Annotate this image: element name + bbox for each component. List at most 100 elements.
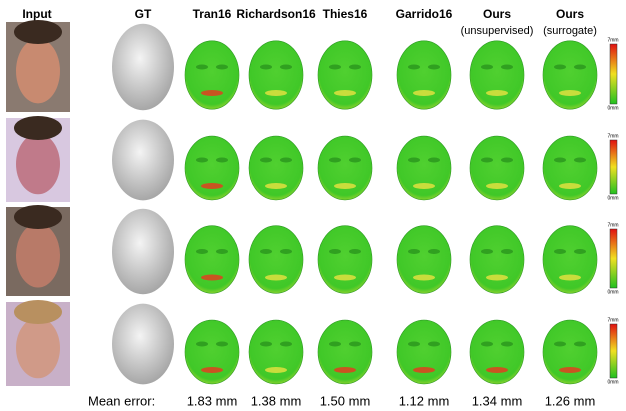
eye <box>481 65 493 70</box>
error-map <box>249 41 303 109</box>
eye <box>481 342 493 347</box>
error-map <box>185 320 239 384</box>
eye <box>329 249 341 254</box>
error-map <box>185 136 239 200</box>
error-map <box>470 226 524 294</box>
mean-error-value: 1.34 mm <box>472 393 523 408</box>
mouth <box>334 275 356 281</box>
face-map <box>397 136 451 200</box>
eye <box>216 158 228 163</box>
column-header: Richardson16 <box>236 7 316 21</box>
eye <box>554 342 566 347</box>
error-map <box>249 226 303 294</box>
mouth <box>413 90 435 96</box>
eye <box>349 249 361 254</box>
mouth <box>334 90 356 96</box>
column-header: Thies16 <box>323 7 368 21</box>
face-map <box>543 136 597 200</box>
colorbar-min: 0mm <box>607 379 618 385</box>
error-map <box>543 136 597 200</box>
face-map <box>470 136 524 200</box>
column-header: Ours <box>483 7 511 21</box>
face-map <box>318 136 372 200</box>
column-header: Ours <box>556 7 584 21</box>
eye <box>428 158 440 163</box>
mouth <box>559 367 581 373</box>
error-map <box>397 136 451 200</box>
colorbar-min: 0mm <box>607 105 618 111</box>
error-map <box>397 226 451 294</box>
colorbar-max: 7mm <box>607 222 618 228</box>
eye <box>428 249 440 254</box>
mouth <box>559 183 581 189</box>
eye <box>260 158 272 163</box>
face-map <box>543 320 597 384</box>
eye <box>260 65 272 70</box>
face-map <box>185 41 239 109</box>
column-subheader: (surrogate) <box>543 25 597 37</box>
colorbar <box>610 140 617 194</box>
eye <box>260 249 272 254</box>
error-map <box>318 320 372 384</box>
column-header: GT <box>135 7 152 21</box>
eye <box>216 249 228 254</box>
mouth <box>486 90 508 96</box>
photo-hair <box>14 205 62 229</box>
eye <box>501 158 513 163</box>
mean-error-value: 1.50 mm <box>320 393 371 408</box>
mouth <box>265 367 287 373</box>
mouth <box>559 275 581 281</box>
face-map <box>249 136 303 200</box>
face-map <box>249 226 303 294</box>
error-map <box>249 136 303 200</box>
face-map <box>185 320 239 384</box>
photo-face <box>16 223 60 287</box>
face-map <box>397 41 451 109</box>
mouth <box>486 183 508 189</box>
eye <box>280 249 292 254</box>
photo-face <box>16 318 60 378</box>
colorbar-max: 7mm <box>607 133 618 139</box>
mouth <box>201 275 223 281</box>
error-map <box>318 136 372 200</box>
photo-hair <box>14 116 62 140</box>
eye <box>574 158 586 163</box>
photo-face <box>16 134 60 194</box>
error-map <box>470 320 524 384</box>
figure: InputGTTran16Richardson16Thies16Garrido1… <box>0 0 626 411</box>
error-map <box>543 41 597 109</box>
eye <box>196 342 208 347</box>
eye <box>574 65 586 70</box>
column-header: Garrido16 <box>396 7 453 21</box>
error-map <box>318 226 372 294</box>
eye <box>349 158 361 163</box>
eye <box>408 65 420 70</box>
eye <box>428 342 440 347</box>
eye <box>554 65 566 70</box>
error-map <box>543 320 597 384</box>
colorbar-max: 7mm <box>607 37 618 43</box>
mouth <box>265 90 287 96</box>
face-map <box>249 320 303 384</box>
face-map <box>185 136 239 200</box>
face-map <box>397 320 451 384</box>
eye <box>574 249 586 254</box>
mean-error-label: Mean error: <box>88 393 155 408</box>
error-map <box>249 320 303 384</box>
eye <box>481 158 493 163</box>
mouth <box>201 183 223 189</box>
mean-error-value: 1.38 mm <box>251 393 302 408</box>
face-map <box>470 320 524 384</box>
mouth <box>486 367 508 373</box>
colorbar <box>610 324 617 378</box>
gt-head <box>112 24 174 110</box>
eye <box>329 158 341 163</box>
colorbar <box>610 229 617 288</box>
mouth <box>201 90 223 96</box>
eye <box>481 249 493 254</box>
eye <box>216 65 228 70</box>
mouth <box>334 183 356 189</box>
face-map <box>318 41 372 109</box>
face-map <box>185 226 239 294</box>
colorbar <box>610 44 617 104</box>
